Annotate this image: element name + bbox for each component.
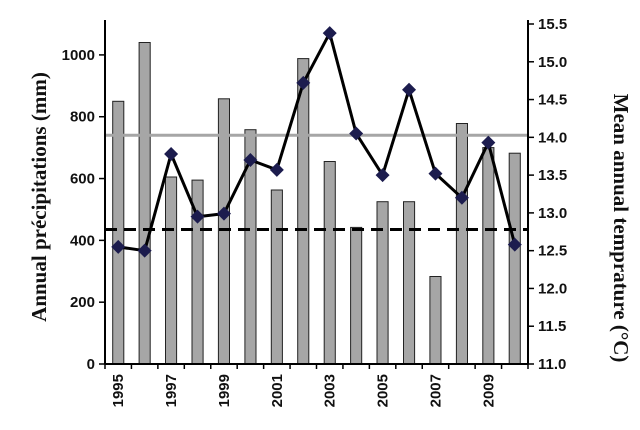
bar-2002	[297, 58, 310, 365]
x-tick-label: 1999	[216, 374, 233, 407]
y-left-tick-label: 400	[70, 232, 95, 249]
x-tick-label: 2001	[269, 374, 286, 407]
y-left-tick-label: 600	[70, 171, 95, 188]
bar-2003	[323, 161, 336, 365]
y-left-tick-label: 800	[70, 109, 95, 126]
temperature-marker-2008	[454, 190, 469, 205]
bar-2009	[482, 147, 495, 365]
y-right-tick-label: 11.5	[538, 318, 566, 335]
y-right-tick-label: 15.5	[538, 16, 567, 33]
y-right-tick-label: 14.0	[538, 129, 567, 146]
temperature-marker-2009	[481, 135, 496, 150]
temperature-marker-1997	[164, 146, 179, 161]
bar-2004	[350, 226, 363, 365]
y-right-tick-label: 14.5	[538, 92, 567, 109]
y-left-axis-title: Annual précipitations (mm)	[27, 72, 51, 322]
bar-2005	[376, 201, 389, 365]
x-tick-label: 1997	[163, 374, 180, 407]
x-tick-label: 2005	[375, 374, 392, 407]
temperature-marker-1998	[190, 209, 205, 224]
x-tick-label: 2009	[480, 374, 497, 407]
y-right-tick-label: 13.0	[538, 205, 567, 222]
bar-2010	[508, 152, 521, 365]
temperature-marker-2005	[375, 168, 390, 183]
temperature-marker-2010	[507, 237, 522, 252]
y-left-tick-label: 1000	[62, 47, 95, 64]
y-right-tick-label: 12.5	[538, 243, 567, 260]
temperature-line	[117, 31, 517, 253]
temperature-marker-1995	[111, 239, 126, 254]
y-right-tick-label: 12.0	[538, 280, 567, 297]
bar-2008	[455, 123, 468, 365]
temperature-marker-1999	[216, 206, 231, 221]
y-right-tick-label: 11.0	[538, 356, 566, 373]
x-tick-label: 1995	[110, 374, 127, 407]
bar-2001	[270, 189, 283, 365]
temperature-marker-2003	[322, 26, 337, 41]
temperature-marker-1996	[137, 243, 152, 258]
x-tick-label: 2007	[427, 374, 444, 407]
temperature-marker-2006	[402, 82, 417, 97]
temperature-marker-2007	[428, 166, 443, 181]
y-right-tick-label: 15.0	[538, 54, 567, 71]
bar-2007	[429, 276, 442, 365]
x-tick-label: 2003	[322, 374, 339, 407]
temperature-marker-2001	[269, 162, 284, 177]
y-right-axis-title: Mean annual temprature (°C)	[609, 94, 633, 363]
temperature-marker-2004	[349, 126, 364, 141]
bar-1999	[217, 98, 230, 365]
bar-1997	[165, 176, 178, 365]
temperature-marker-2000	[243, 153, 258, 167]
bar-1995	[112, 100, 125, 365]
temperature-marker-2002	[296, 75, 311, 90]
y-left-tick-label: 200	[70, 294, 95, 311]
y-right-tick-label: 13.5	[538, 167, 567, 184]
bar-2006	[403, 201, 416, 365]
y-left-tick-label: 0	[87, 356, 95, 373]
bar-1996	[138, 42, 151, 365]
